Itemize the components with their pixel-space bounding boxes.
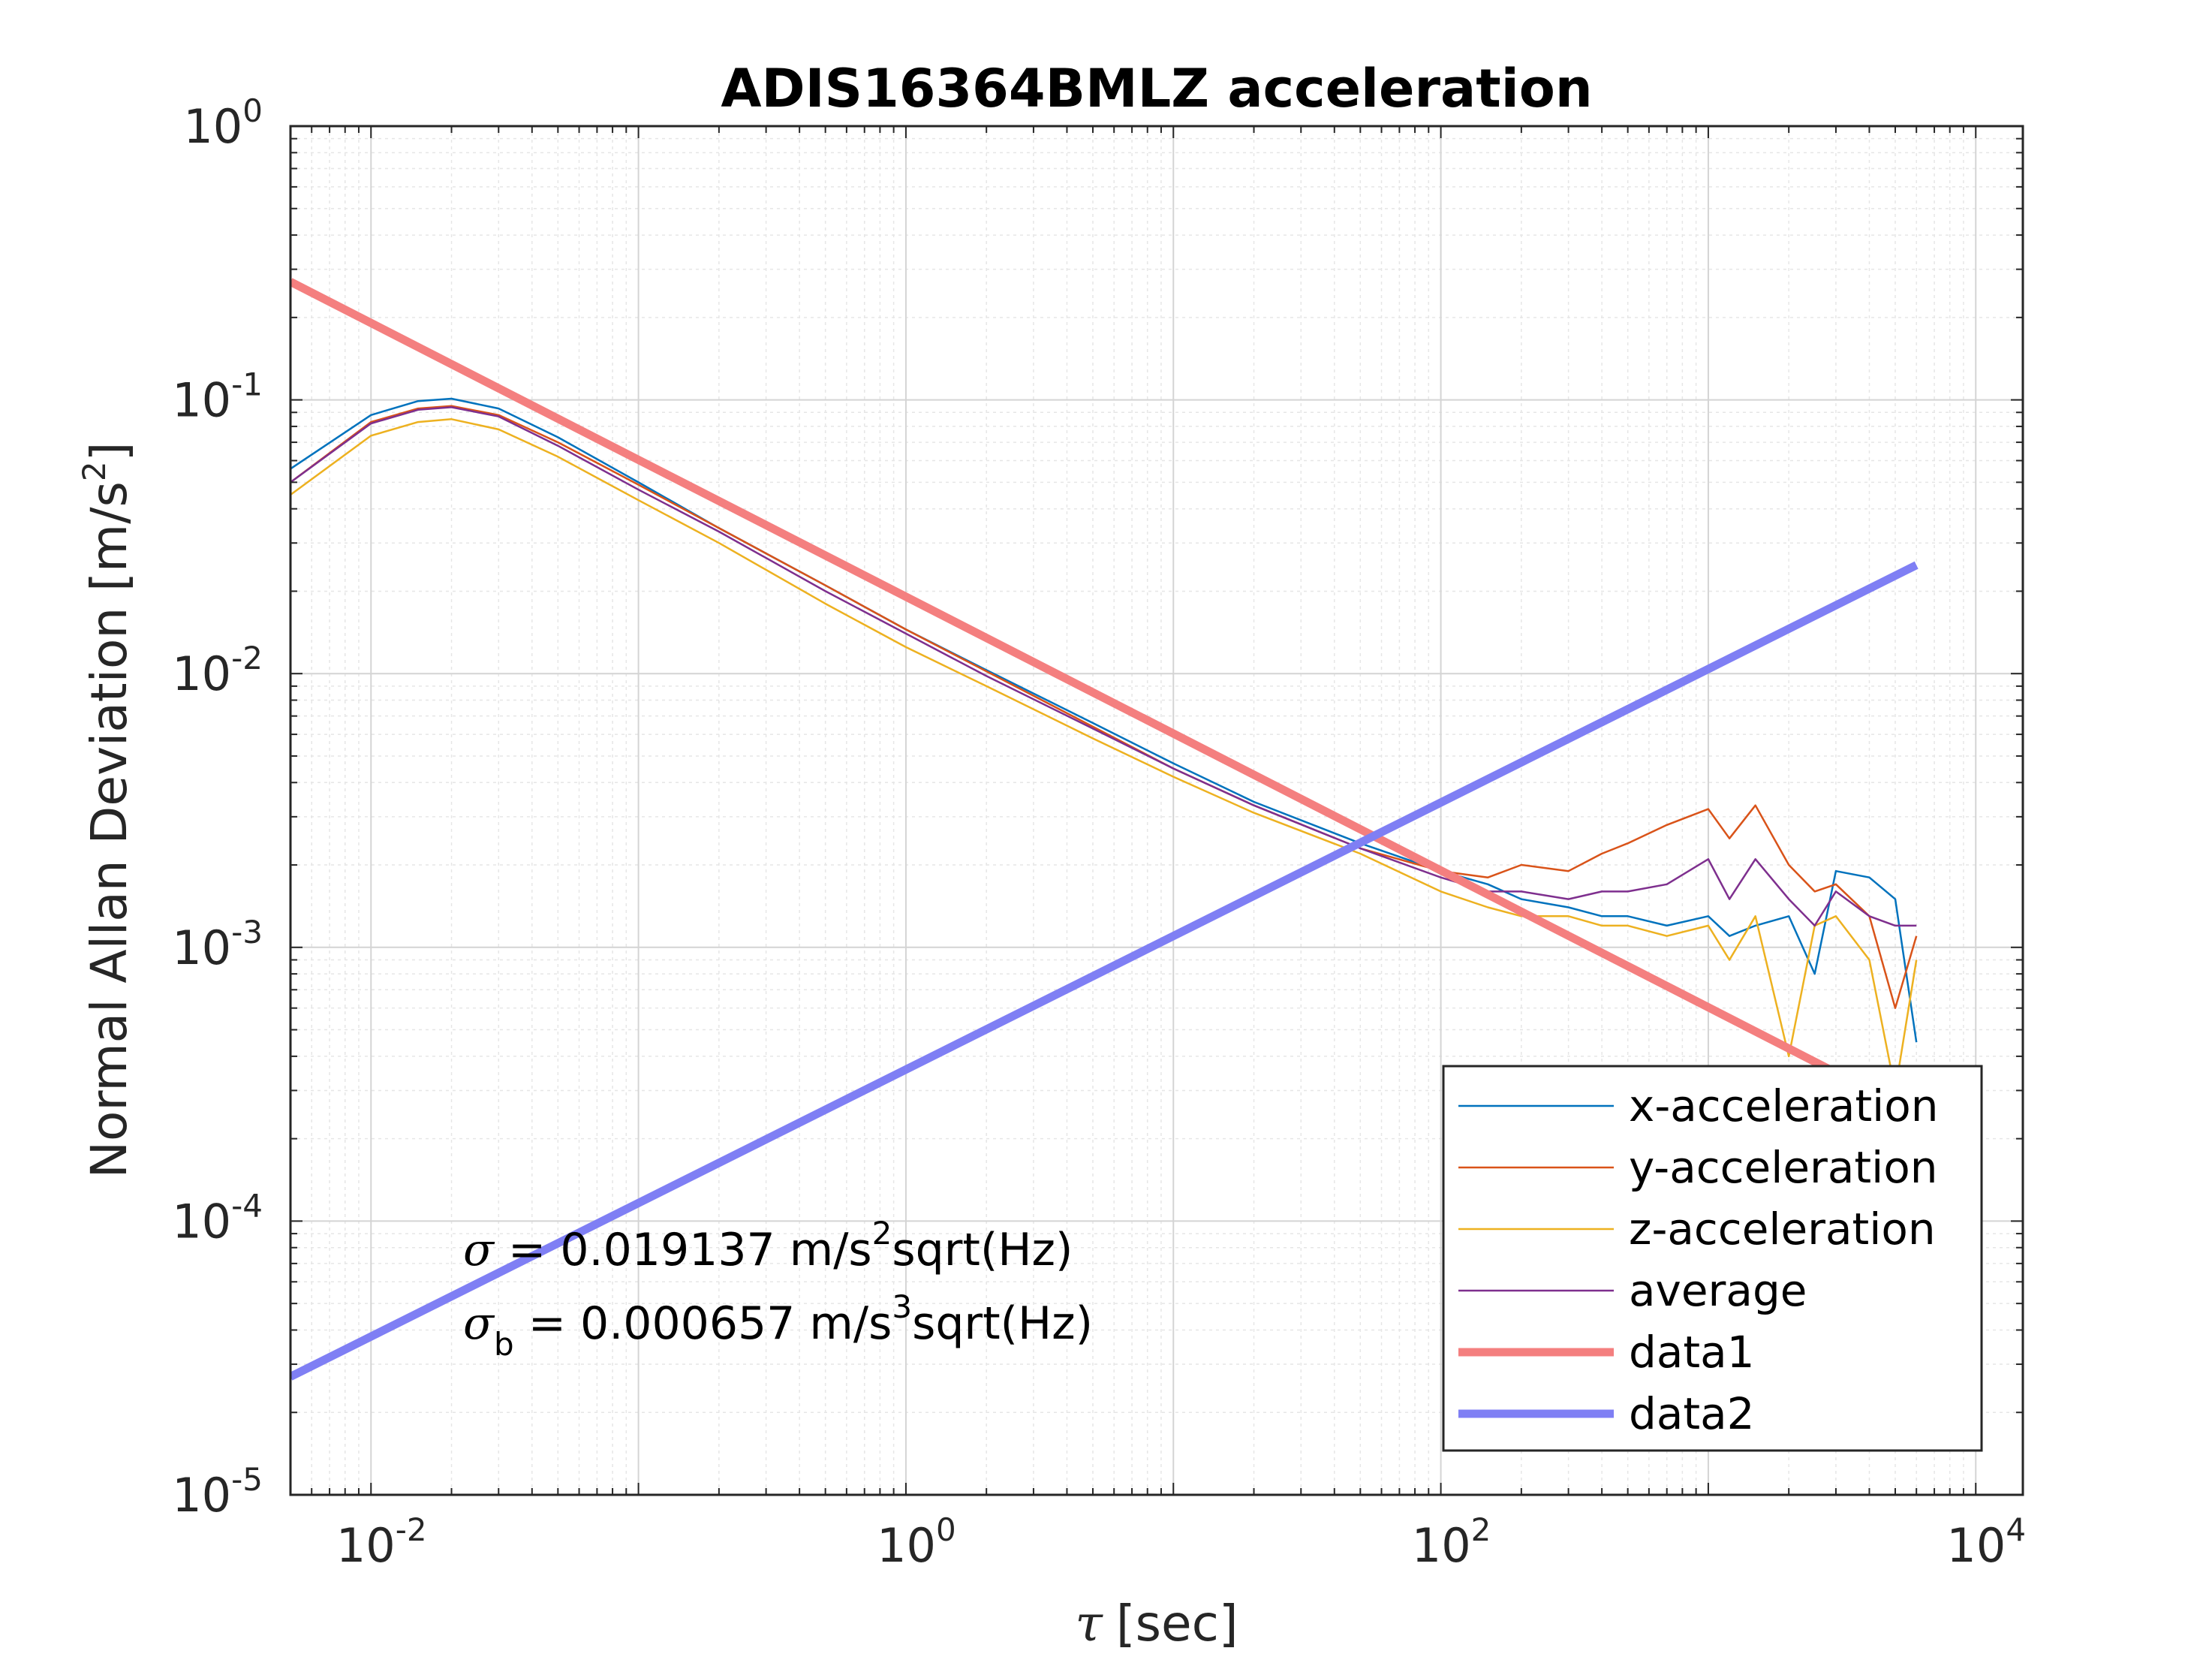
legend-label-z-acceleration: z-acceleration xyxy=(1629,1204,1936,1255)
legend-label-data1: data1 xyxy=(1629,1327,1755,1378)
legend-box xyxy=(1442,1065,1983,1452)
y-axis-label-sup: 2 xyxy=(76,461,113,481)
y-tick-label-base: 10 xyxy=(172,920,231,975)
y-axis-label: Normal Allan Deviation [m/s2] xyxy=(76,442,138,1179)
annotation-sigma-b-exponent: 3 xyxy=(892,1288,912,1325)
series-average-line xyxy=(290,406,1917,927)
y-tick-label-exponent: -4 xyxy=(231,1187,263,1224)
y-tick-label-exponent: -2 xyxy=(231,640,263,676)
y-tick-label: 10-1 xyxy=(172,366,263,428)
legend-label-y-acceleration: y-acceleration xyxy=(1629,1142,1938,1193)
annotation-sigma-b-value: = 0.000657 m/s xyxy=(514,1297,892,1350)
y-tick-label-base: 10 xyxy=(183,99,242,154)
y-tick-label-base: 10 xyxy=(172,1194,231,1249)
legend: x-acceleration y-acceleration z-accelerati… xyxy=(1442,1065,1983,1452)
y-tick-label-exponent: 0 xyxy=(242,92,263,129)
y-tick-label: 10-4 xyxy=(172,1187,263,1249)
y-tick-label-exponent: -3 xyxy=(231,914,263,951)
series-data1-line xyxy=(290,278,1898,1107)
y-tick-label: 10-2 xyxy=(172,640,263,701)
series-z-acceleration-line xyxy=(290,418,1918,1092)
axes-box xyxy=(289,125,2024,1496)
x-tick-labels: 10-2 100 102 104 xyxy=(336,1511,2026,1573)
y-tick-label-exponent: -1 xyxy=(231,366,263,403)
series-layer xyxy=(290,278,1919,1381)
annotations: σ = 0.019137 m/s2sqrt(Hz) σb = 0.000657 … xyxy=(463,1215,1093,1363)
y-tick-label-base: 10 xyxy=(172,646,231,701)
legend-label-average: average xyxy=(1629,1265,1807,1316)
annotation-sigma-b-symbol: σ xyxy=(463,1297,495,1350)
y-axis-label-text: Normal Allan Deviation [m/s xyxy=(80,481,138,1178)
annotation-sigma-unit: sqrt(Hz) xyxy=(892,1224,1073,1276)
x-tick-label: 100 xyxy=(877,1511,956,1573)
annotation-sigma-b-unit: sqrt(Hz) xyxy=(912,1297,1093,1350)
x-axis-label-symbol: τ xyxy=(1075,1595,1103,1652)
y-tick-label: 100 xyxy=(183,92,263,154)
x-tick-label-exponent: -2 xyxy=(396,1511,427,1548)
x-tick-label-exponent: 4 xyxy=(2006,1511,2026,1548)
x-tick-label: 104 xyxy=(1946,1511,2026,1573)
y-tick-label: 10-3 xyxy=(172,914,263,975)
x-tick-label-exponent: 2 xyxy=(1471,1511,1491,1548)
y-tick-label: 10-5 xyxy=(172,1461,263,1523)
chart-title: ADIS16364BMLZ acceleration xyxy=(721,58,1592,119)
annotation-sigma-b-subscript: b xyxy=(494,1326,514,1363)
x-tick-label: 102 xyxy=(1412,1511,1491,1573)
x-tick-label-base: 10 xyxy=(877,1518,936,1573)
y-tick-label-base: 10 xyxy=(172,1468,231,1523)
y-tick-label-exponent: -5 xyxy=(231,1461,263,1498)
annotation-sigma-exponent: 2 xyxy=(872,1215,892,1252)
y-tick-label-base: 10 xyxy=(172,373,231,428)
x-tick-label-base: 10 xyxy=(1412,1518,1471,1573)
x-tick-label: 10-2 xyxy=(336,1511,427,1573)
tick-marks xyxy=(290,125,2023,1496)
minor-grid xyxy=(290,126,2023,1495)
x-tick-label-exponent: 0 xyxy=(936,1511,956,1548)
x-axis-label: τ [sec] xyxy=(1075,1595,1238,1652)
y-axis-label-close: ] xyxy=(80,442,138,462)
annotation-sigma-symbol: σ xyxy=(463,1224,495,1276)
annotation-sigma-value: = 0.019137 m/s xyxy=(494,1224,872,1276)
series-data2-line xyxy=(290,561,1919,1381)
legend-label-data2: data2 xyxy=(1629,1388,1755,1439)
x-axis-label-unit: [sec] xyxy=(1116,1595,1238,1652)
legend-label-x-acceleration: x-acceleration xyxy=(1629,1080,1939,1131)
x-tick-label-base: 10 xyxy=(336,1518,396,1573)
annotation-sigma: σ = 0.019137 m/s2sqrt(Hz) xyxy=(463,1215,1073,1276)
annotation-sigma-b: σb = 0.000657 m/s3sqrt(Hz) xyxy=(463,1288,1093,1363)
x-tick-label-base: 10 xyxy=(1946,1518,2006,1573)
